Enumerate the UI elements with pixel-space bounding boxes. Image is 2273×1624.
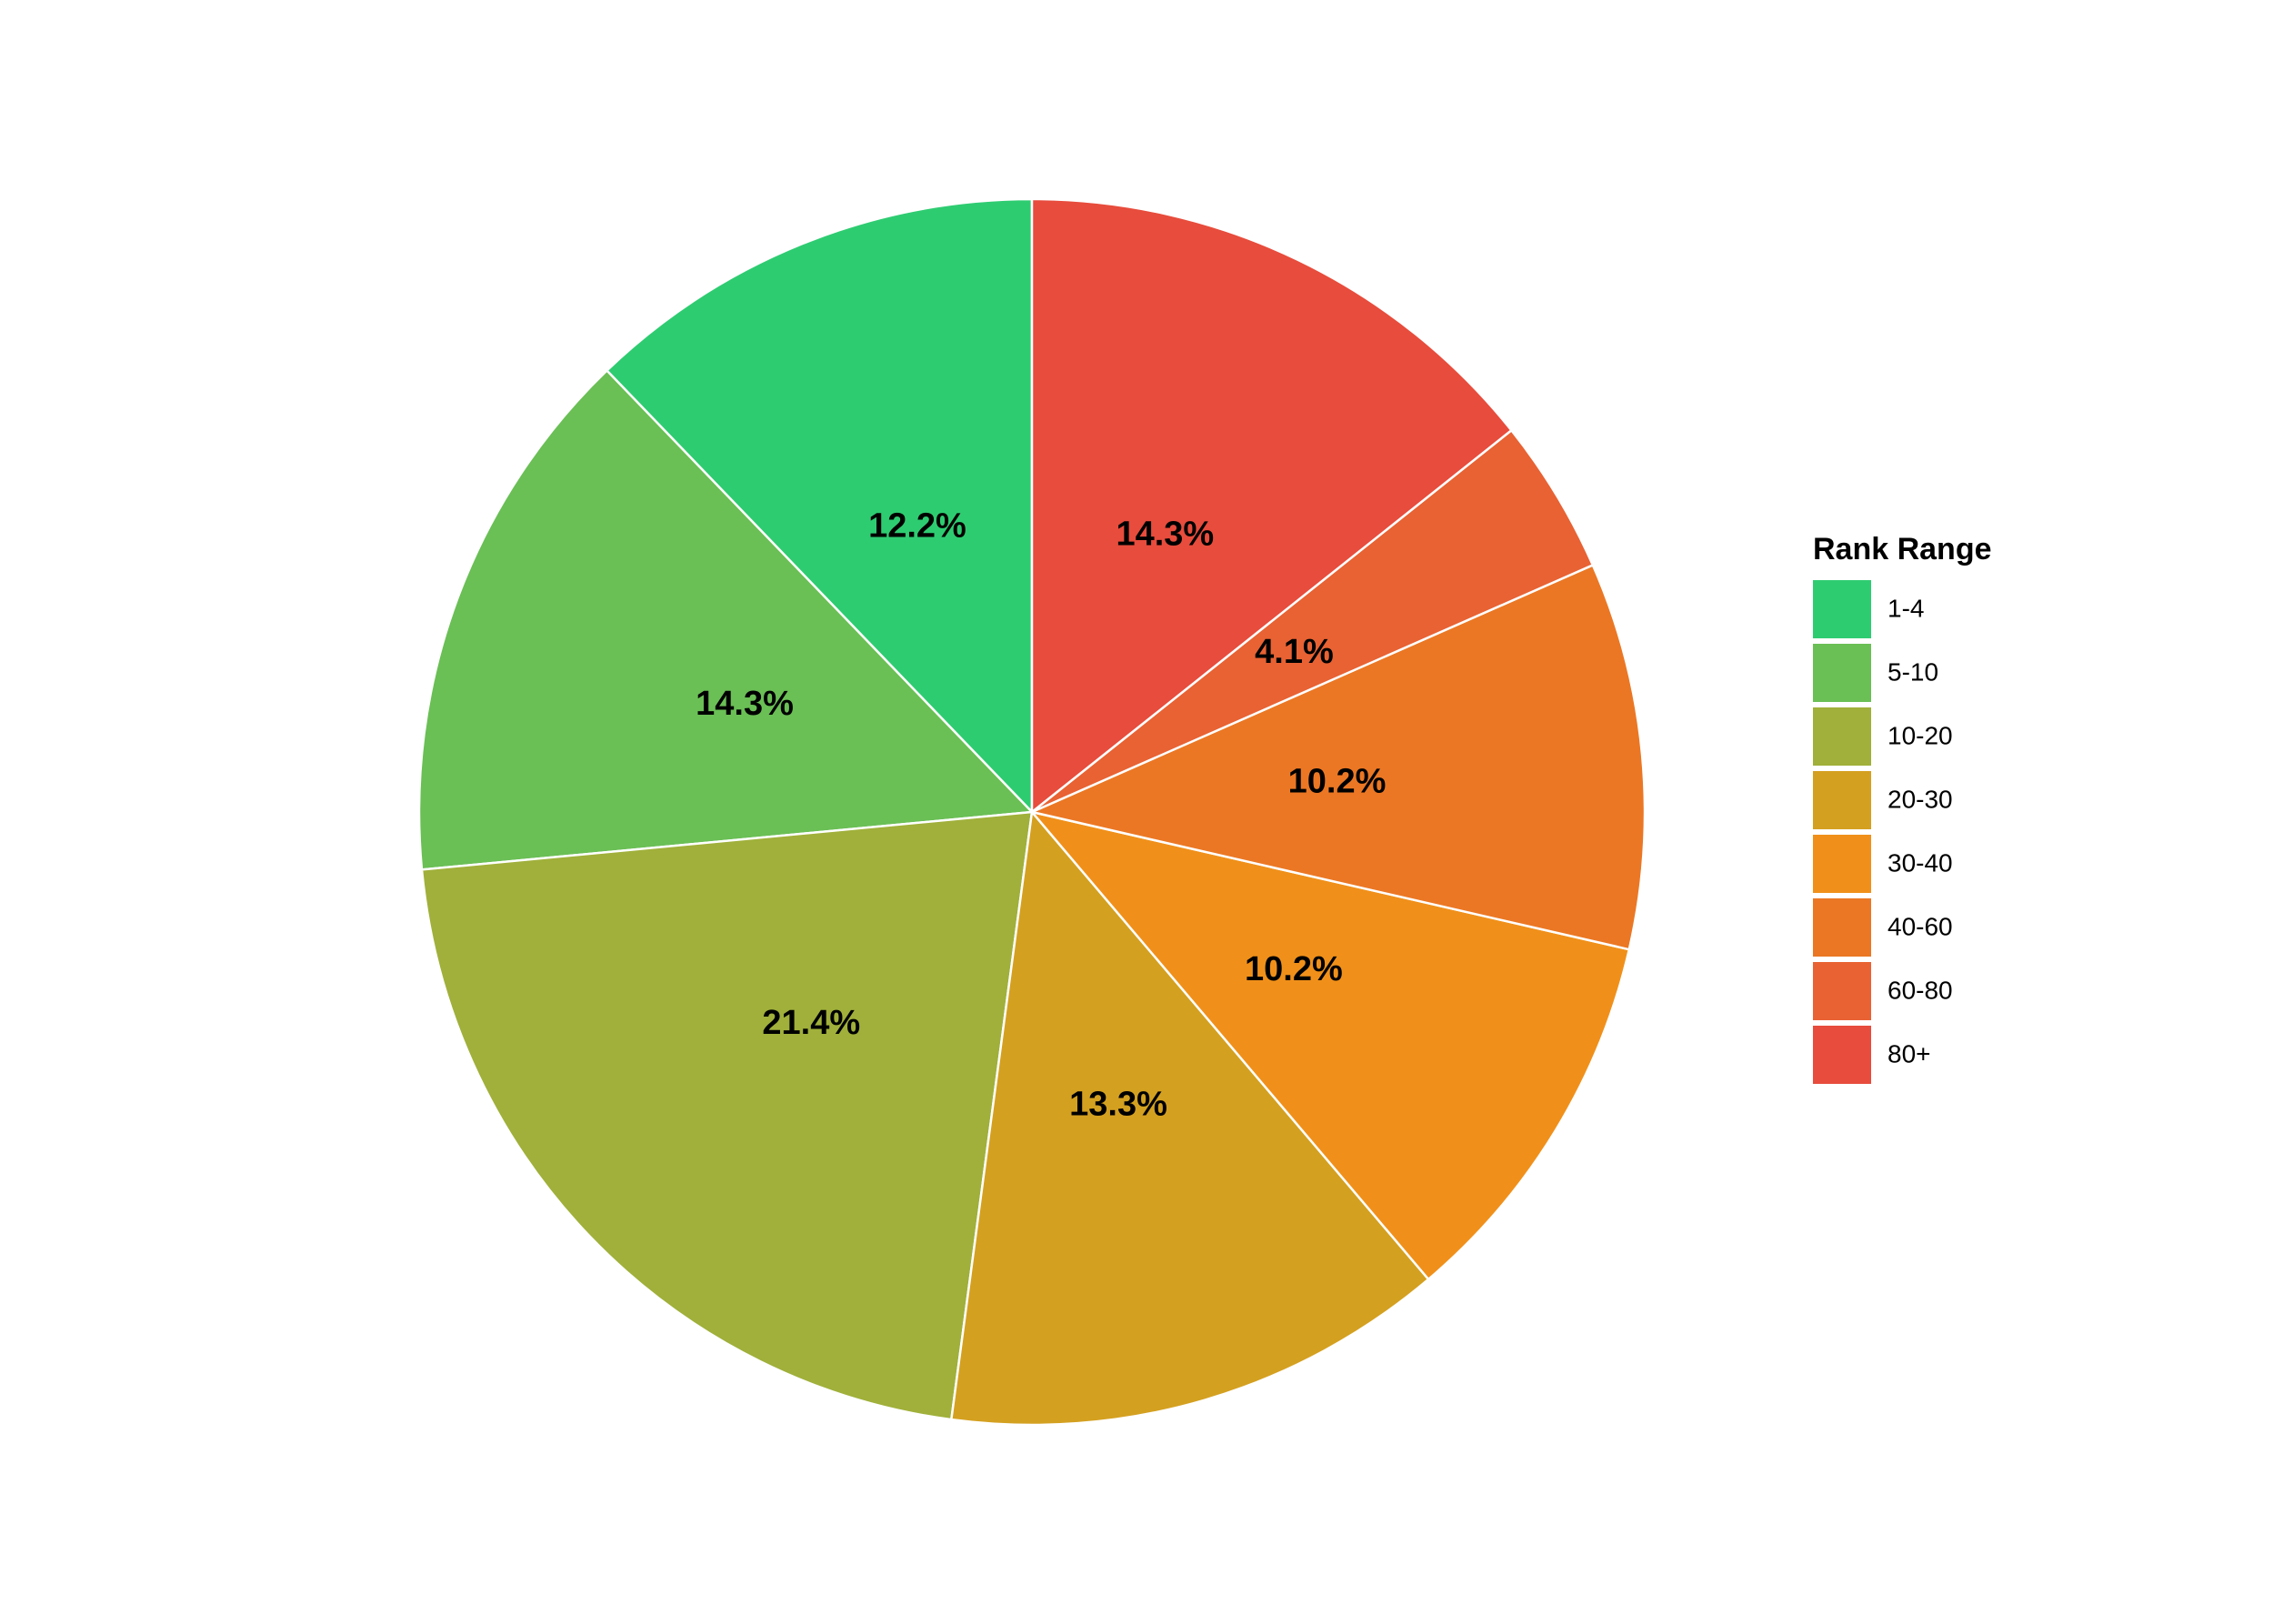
legend-swatch	[1813, 644, 1871, 702]
pie-slice	[949, 809, 1430, 1427]
pie-slice	[1031, 428, 1595, 814]
legend-label: 60-80	[1887, 976, 1953, 1004]
legend-label: 40-60	[1887, 912, 1953, 940]
legend-swatch	[1813, 1026, 1871, 1084]
value-label: 21.4%	[762, 1004, 860, 1042]
legend-label: 1-4	[1887, 594, 1924, 622]
value-label: 4.1%	[1255, 633, 1334, 671]
pie-slice	[417, 368, 1035, 871]
legend-label: 80+	[1887, 1039, 1931, 1068]
legend-title: Rank Range	[1813, 532, 1992, 566]
legend-label: 5-10	[1887, 657, 1938, 686]
pie-slice	[605, 197, 1034, 816]
value-label: 10.2%	[1288, 762, 1387, 800]
legend-swatch	[1813, 707, 1871, 766]
legend-swatch	[1813, 835, 1871, 893]
legend-swatch	[1813, 962, 1871, 1020]
pie-slice	[1028, 563, 1647, 951]
value-label: 14.3%	[696, 685, 794, 723]
value-label: 10.2%	[1245, 950, 1343, 988]
legend-swatch	[1813, 771, 1871, 829]
legend-swatch	[1813, 898, 1871, 957]
pie-slice	[1030, 197, 1514, 815]
legend-swatch	[1813, 580, 1871, 638]
legend-label: 20-30	[1887, 785, 1953, 813]
legend-label: 30-40	[1887, 848, 1953, 877]
value-label: 12.2%	[868, 506, 966, 545]
legend-label: 10-20	[1887, 721, 1953, 749]
pie-slice	[420, 810, 1034, 1421]
value-label: 13.3%	[1069, 1085, 1167, 1123]
pie-slice	[1028, 809, 1631, 1281]
value-label: 14.3%	[1116, 515, 1214, 553]
